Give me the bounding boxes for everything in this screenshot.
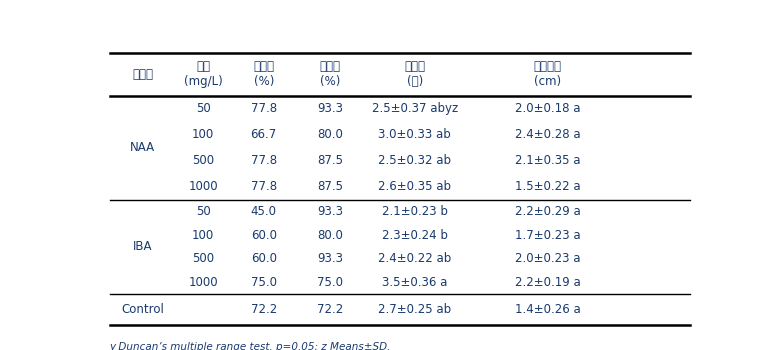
Text: 72.2: 72.2 — [317, 303, 343, 316]
Text: 93.3: 93.3 — [317, 205, 343, 218]
Text: 2.0±0.18 a: 2.0±0.18 a — [515, 102, 580, 116]
Text: 93.3: 93.3 — [317, 102, 343, 116]
Text: 80.0: 80.0 — [317, 128, 343, 141]
Text: 3.5±0.36 a: 3.5±0.36 a — [382, 276, 448, 289]
Text: 2.2±0.19 a: 2.2±0.19 a — [515, 276, 581, 289]
Text: 66.7: 66.7 — [250, 128, 277, 141]
Text: y Duncan’s multiple range test. p=0.05; z Means±SD.: y Duncan’s multiple range test. p=0.05; … — [109, 342, 391, 350]
Text: 500: 500 — [192, 252, 214, 265]
Text: 2.4±0.28 a: 2.4±0.28 a — [515, 128, 580, 141]
Text: 72.2: 72.2 — [250, 303, 277, 316]
Text: 2.7±0.25 ab: 2.7±0.25 ab — [378, 303, 452, 316]
Text: 50: 50 — [196, 102, 211, 116]
Text: 3.0±0.33 ab: 3.0±0.33 ab — [378, 128, 452, 141]
Text: 100: 100 — [192, 229, 214, 241]
Text: 87.5: 87.5 — [317, 180, 343, 193]
Text: 50: 50 — [196, 205, 211, 218]
Text: 75.0: 75.0 — [250, 276, 277, 289]
Text: 2.5±0.32 ab: 2.5±0.32 ab — [378, 154, 452, 167]
Text: 1.5±0.22 a: 1.5±0.22 a — [515, 180, 580, 193]
Text: 1000: 1000 — [189, 180, 218, 193]
Text: 2.0±0.23 a: 2.0±0.23 a — [515, 252, 580, 265]
Text: IBA: IBA — [133, 240, 153, 253]
Text: 2.2±0.29 a: 2.2±0.29 a — [515, 205, 581, 218]
Text: 2.4±0.22 ab: 2.4±0.22 ab — [378, 252, 452, 265]
Text: 93.3: 93.3 — [317, 252, 343, 265]
Text: 농도
(mg/L): 농도 (mg/L) — [184, 60, 222, 88]
Text: 생존율
(%): 생존율 (%) — [254, 60, 275, 88]
Text: 뿌리수
(개): 뿌리수 (개) — [404, 60, 425, 88]
Text: 60.0: 60.0 — [250, 252, 277, 265]
Text: 77.8: 77.8 — [250, 154, 277, 167]
Text: 2.5±0.37 abyz: 2.5±0.37 abyz — [372, 102, 458, 116]
Text: 80.0: 80.0 — [317, 229, 343, 241]
Text: 75.0: 75.0 — [317, 276, 343, 289]
Text: 1000: 1000 — [189, 276, 218, 289]
Text: 1.7±0.23 a: 1.7±0.23 a — [515, 229, 580, 241]
Text: 2.6±0.35 ab: 2.6±0.35 ab — [378, 180, 452, 193]
Text: 뿌리길이
(cm): 뿌리길이 (cm) — [534, 60, 562, 88]
Text: 60.0: 60.0 — [250, 229, 277, 241]
Text: 87.5: 87.5 — [317, 154, 343, 167]
Text: Control: Control — [122, 303, 165, 316]
Text: 1.4±0.26 a: 1.4±0.26 a — [515, 303, 581, 316]
Text: NAA: NAA — [130, 141, 155, 154]
Text: 발근율
(%): 발근율 (%) — [320, 60, 341, 88]
Text: 작물명: 작물명 — [133, 68, 154, 81]
Text: 77.8: 77.8 — [250, 180, 277, 193]
Text: 2.3±0.24 b: 2.3±0.24 b — [382, 229, 448, 241]
Text: 2.1±0.23 b: 2.1±0.23 b — [382, 205, 448, 218]
Text: 100: 100 — [192, 128, 214, 141]
Text: 77.8: 77.8 — [250, 102, 277, 116]
Text: 45.0: 45.0 — [250, 205, 277, 218]
Text: 500: 500 — [192, 154, 214, 167]
Text: 2.1±0.35 a: 2.1±0.35 a — [515, 154, 580, 167]
